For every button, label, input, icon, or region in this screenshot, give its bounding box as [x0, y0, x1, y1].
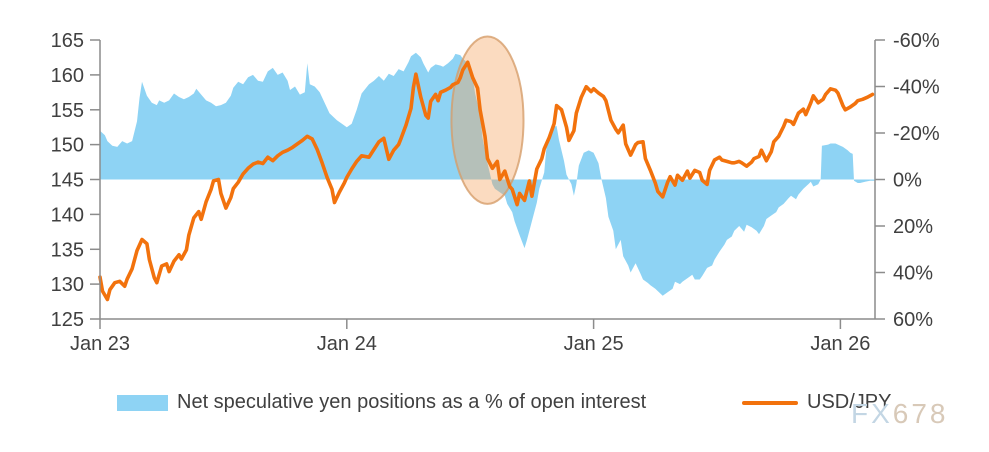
y-left-tick-label: 145	[51, 170, 84, 192]
y-left-tick-label: 160	[51, 65, 84, 87]
y-left-tick-label: 155	[51, 100, 84, 122]
y-left-tick-label: 135	[51, 239, 84, 261]
legend-swatch-area	[117, 394, 168, 411]
watermark-fx: FX	[851, 398, 893, 429]
legend-label-usdjpy: USD/JPY	[807, 391, 892, 413]
y-right-tick-label: 40%	[893, 263, 933, 285]
y-right-tick-label: 20%	[893, 216, 933, 238]
y-right-tick-label: 0%	[893, 170, 922, 192]
y-left-tick-label: 130	[51, 274, 84, 296]
series-line-usdjpy	[98, 60, 875, 302]
series-area-net-positions	[100, 52, 875, 296]
x-axis-tick-label: Jan 23	[70, 333, 130, 355]
x-axis-tick-label: Jan 26	[810, 333, 870, 355]
x-axis-tick-label: Jan 24	[317, 333, 377, 355]
y-right-tick-label: -40%	[893, 77, 940, 99]
highlight-ellipse	[450, 35, 525, 205]
legend-item-net-positions: Net speculative yen positions as a % of …	[117, 391, 646, 414]
legend-label-net-positions: Net speculative yen positions as a % of …	[177, 391, 647, 413]
watermark-678: 678	[892, 398, 949, 429]
y-left-tick-label: 150	[51, 135, 84, 157]
chart-plot: 165 160 155 150 145 140 135 130 125 -60% -40% -20% 0…	[51, 30, 940, 355]
watermark-fx678: FX678	[851, 398, 949, 430]
y-right-tick-label: -20%	[893, 123, 940, 145]
y-right-tick-label: -60%	[893, 30, 940, 52]
y-right-tick-label: 60%	[893, 309, 933, 331]
y-left-tick-label: 140	[51, 204, 84, 226]
x-axis-tick-label: Jan 25	[564, 333, 624, 355]
y-left-tick-label: 165	[51, 30, 84, 52]
y-left-tick-label: 125	[51, 309, 84, 331]
legend-swatch-line	[742, 400, 798, 405]
legend-item-usdjpy: USD/JPY	[742, 391, 891, 414]
